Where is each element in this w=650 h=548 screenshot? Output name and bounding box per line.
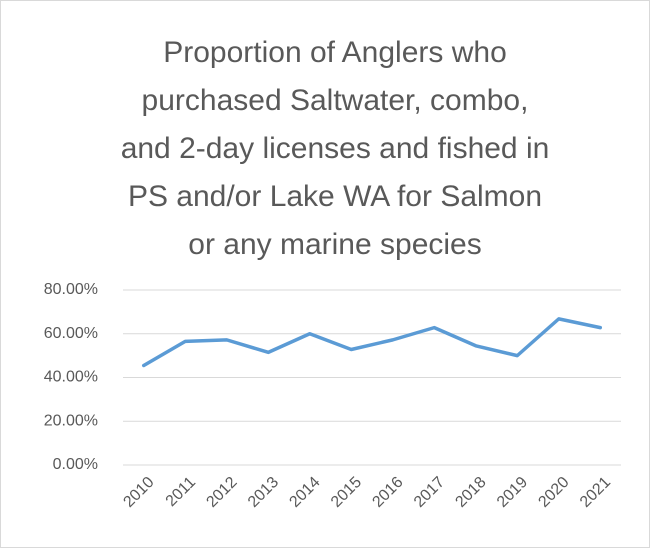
y-tick-label: 0.00% (53, 456, 98, 473)
y-tick-label: 80.00% (44, 281, 98, 298)
line (142, 317, 602, 368)
chart-title: purchased Saltwater, combo, (142, 84, 529, 117)
y-tick-label: 40.00% (44, 369, 98, 386)
y-tick-label: 20.00% (44, 412, 98, 429)
chart-title: and 2-day licenses and fished in (121, 132, 550, 165)
chart-title: or any marine species (188, 228, 481, 261)
chart-title: PS and/or Lake WA for Salmon (128, 180, 542, 213)
y-tick-label: 60.00% (44, 325, 98, 342)
chart-title: Proportion of Anglers who (163, 36, 507, 69)
